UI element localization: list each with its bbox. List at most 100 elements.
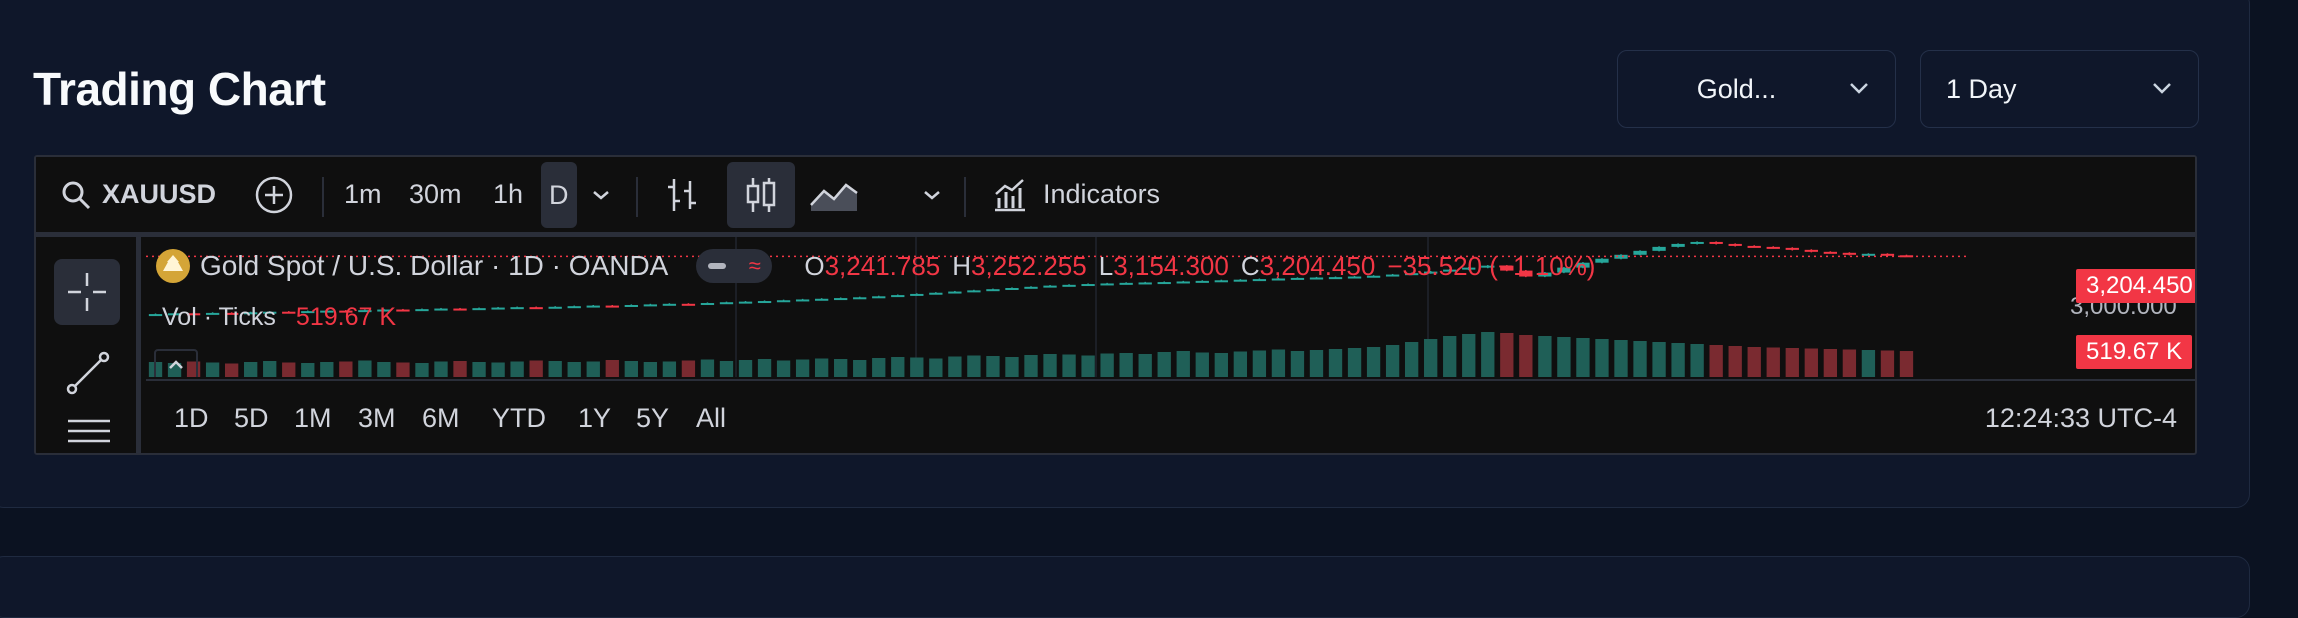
candle-body: [700, 303, 715, 306]
volume-bar: [205, 362, 220, 377]
candle-body: [643, 304, 658, 307]
volume-bar: [834, 359, 848, 377]
candle-body: [472, 308, 486, 311]
range-all[interactable]: All: [696, 403, 727, 433]
volume-bar: [548, 361, 562, 377]
low-key: L: [1098, 250, 1114, 281]
volume-bar: [1595, 339, 1609, 377]
candle-body: [910, 293, 924, 296]
volume-bar: [1842, 349, 1857, 377]
candle-body: [872, 296, 886, 299]
interval-select[interactable]: 1 Day: [1920, 50, 2199, 128]
interval-1m[interactable]: 1m: [344, 179, 382, 209]
symbol-search[interactable]: XAUUSD: [60, 157, 216, 232]
drawing-toolbar: [36, 237, 141, 455]
candle-body: [1100, 283, 1114, 286]
symbol-select-value: Gold...: [1696, 73, 1777, 104]
interval-30m[interactable]: 30m: [409, 179, 462, 209]
compare-button[interactable]: [254, 157, 294, 232]
chart-pane[interactable]: Gold Spot / U.S. Dollar · 1D · OANDA ≈ O…: [146, 237, 2195, 377]
gold-symbol-icon: [156, 249, 190, 283]
candle-body: [1804, 249, 1818, 252]
chart-type-dropdown[interactable]: [922, 157, 942, 232]
volume-bar: [1538, 336, 1552, 377]
candle-body: [967, 290, 981, 293]
candle-body: [1119, 282, 1133, 285]
candle-body: [548, 306, 562, 309]
candle-body: [1424, 271, 1438, 274]
volume-bar: [776, 360, 791, 377]
candle-body: [1404, 273, 1419, 276]
candle-body: [1576, 262, 1590, 268]
volume-bar: [1500, 333, 1514, 377]
indicators-button[interactable]: Indicators: [991, 157, 1160, 232]
candle-body: [1766, 246, 1780, 249]
candle-body: [282, 311, 296, 314]
candle-body: [986, 289, 1000, 292]
interval-d[interactable]: D: [541, 162, 577, 228]
last-price-tag: 3,204.450: [2076, 269, 2195, 303]
toolbar-divider: [964, 177, 966, 217]
candle-body: [1347, 276, 1362, 279]
candle-body: [415, 309, 429, 312]
volume-bar: [605, 360, 619, 377]
candle-body: [1728, 243, 1742, 246]
volume-bar: [1347, 348, 1362, 377]
volume-bar: [1519, 335, 1533, 377]
crosshair-tool[interactable]: [54, 259, 120, 325]
interval-dropdown[interactable]: [591, 157, 611, 232]
volume-bar: [872, 358, 886, 377]
volume-bar: [1309, 350, 1324, 377]
candles-style-button[interactable]: [727, 162, 795, 228]
indicators-label: Indicators: [1043, 179, 1161, 209]
candle-body: [1880, 253, 1895, 256]
candle-body: [814, 298, 829, 301]
collapse-legend-button[interactable]: [154, 349, 198, 377]
range-bar: 1D 5D 1M 3M 6M YTD 1Y 5Y All 12:24:33 UT…: [146, 379, 2195, 453]
range-3m[interactable]: 3M: [358, 403, 396, 433]
volume-bar: [1899, 351, 1914, 377]
area-style-button[interactable]: [808, 157, 860, 232]
candle-body: [1481, 265, 1495, 268]
candle-body: [529, 307, 543, 310]
volume-bar: [910, 357, 924, 377]
candle-body: [1443, 269, 1457, 272]
candle-body: [1690, 241, 1704, 244]
volume-bar: [1823, 349, 1838, 377]
volume-bar: [1614, 340, 1628, 377]
trend-line-icon[interactable]: [64, 349, 112, 397]
fib-lines-icon[interactable]: [66, 415, 114, 455]
volume-bar: [1195, 352, 1209, 377]
page-title: Trading Chart: [33, 63, 326, 115]
candle-body: [1899, 255, 1914, 258]
range-5y[interactable]: 5Y: [636, 403, 670, 433]
volume-bar: [1005, 357, 1019, 377]
volume-bar: [1861, 350, 1876, 377]
volume-tag: 519.67 K: [2076, 335, 2193, 369]
range-5d[interactable]: 5D: [234, 403, 269, 433]
volume-bar: [1424, 339, 1438, 377]
bars-style-button[interactable]: [664, 157, 700, 232]
volume-bar: [586, 361, 600, 377]
candle-body: [1290, 277, 1305, 280]
range-ytd[interactable]: YTD: [492, 403, 546, 433]
range-1y[interactable]: 1Y: [578, 403, 612, 433]
interval-1h[interactable]: 1h: [493, 179, 524, 209]
candle-body: [1233, 279, 1248, 282]
candle-body: [320, 310, 334, 313]
candle-body: [167, 313, 182, 316]
range-1d[interactable]: 1D: [174, 403, 209, 433]
low-value: 3,154.300: [1113, 250, 1229, 281]
range-6m[interactable]: 6M: [422, 403, 460, 433]
volume-bar: [1176, 351, 1190, 377]
symbol-select[interactable]: Gold...: [1617, 50, 1896, 128]
range-1m[interactable]: 1M: [294, 403, 332, 433]
volume-bar: [1233, 351, 1248, 377]
candle-body: [1157, 282, 1171, 285]
candle-body: [834, 298, 848, 301]
legend-toggle[interactable]: ≈: [696, 249, 773, 283]
volume-bar: [358, 360, 372, 377]
candle-body: [757, 301, 772, 304]
add-circle-icon: [255, 176, 293, 213]
crosshair-icon: [68, 273, 106, 311]
